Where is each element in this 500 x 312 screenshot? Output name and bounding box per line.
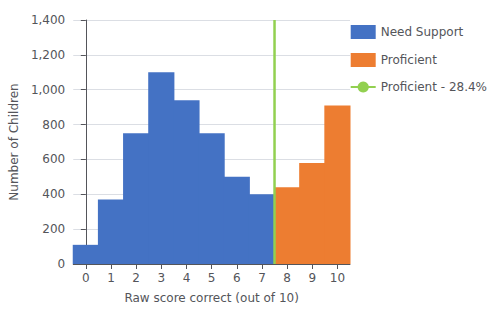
svg-text:7: 7 (258, 271, 266, 285)
svg-text:Proficient - 28.4%: Proficient - 28.4% (381, 80, 487, 94)
svg-text:3: 3 (157, 271, 165, 285)
svg-text:2: 2 (132, 271, 140, 285)
svg-text:1,400: 1,400 (31, 13, 65, 27)
svg-text:400: 400 (42, 187, 65, 201)
svg-text:8: 8 (283, 271, 291, 285)
svg-text:Need Support: Need Support (381, 25, 464, 39)
svg-text:0: 0 (58, 257, 66, 271)
svg-text:Proficient: Proficient (381, 53, 438, 67)
svg-text:5: 5 (208, 271, 216, 285)
svg-text:6: 6 (233, 271, 241, 285)
svg-text:800: 800 (42, 118, 65, 132)
svg-text:Number of Children: Number of Children (7, 83, 21, 200)
svg-text:600: 600 (42, 152, 65, 166)
svg-text:9: 9 (308, 271, 316, 285)
svg-text:10: 10 (330, 271, 345, 285)
svg-text:1: 1 (107, 271, 115, 285)
svg-text:Raw score correct (out of 10): Raw score correct (out of 10) (124, 291, 298, 305)
svg-text:1,000: 1,000 (31, 83, 65, 97)
svg-text:200: 200 (42, 222, 65, 236)
svg-text:0: 0 (82, 271, 90, 285)
svg-text:4: 4 (183, 271, 191, 285)
svg-text:1,200: 1,200 (31, 48, 65, 62)
